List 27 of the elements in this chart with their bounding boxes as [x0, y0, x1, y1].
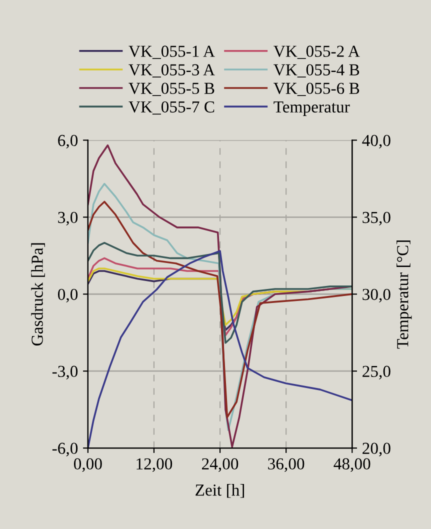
x-tick-label: 12,00	[136, 458, 172, 472]
legend-label: Temperatur	[274, 101, 350, 116]
y-axis-title: Gasdruck [hPa]	[31, 243, 45, 346]
line-series	[88, 242, 352, 344]
x-tick-label: 24,00	[202, 458, 238, 472]
legend-label: VK_055-6 B	[274, 82, 360, 96]
y2-axis-title: Temperatur [°C]	[396, 240, 412, 349]
legend-label: VK_055-4 B	[274, 64, 360, 78]
y2-tick-label: 35,0	[362, 212, 390, 226]
y2-tick-label: 20,0	[362, 442, 390, 456]
y2-tick-label: 30,0	[362, 288, 390, 302]
legend-label: VK_055-3 A	[128, 64, 215, 78]
legend-label: VK_055-2 A	[274, 46, 360, 59]
legend-label: VK_055-7 C	[128, 101, 214, 115]
x-tick-label: 0,00	[74, 458, 102, 472]
y2-tick-label: 25,0	[362, 366, 390, 380]
y-tick-label: 6,0	[58, 134, 78, 149]
legend-label: VK_055-1 A	[128, 46, 215, 59]
y2-tick-label: 40,0	[362, 134, 390, 149]
y-tick-label: -6,0	[52, 442, 78, 456]
x-tick-label: 48,00	[334, 458, 370, 472]
x-tick-label: 36,00	[268, 458, 304, 472]
y-tick-label: 3,0	[58, 212, 78, 226]
y-tick-label: -3,0	[52, 366, 78, 380]
x-axis-title: Zeit [h]	[196, 484, 244, 498]
y-tick-label: 0,0	[58, 288, 78, 302]
legend-label: VK_055-5 B	[128, 82, 214, 96]
